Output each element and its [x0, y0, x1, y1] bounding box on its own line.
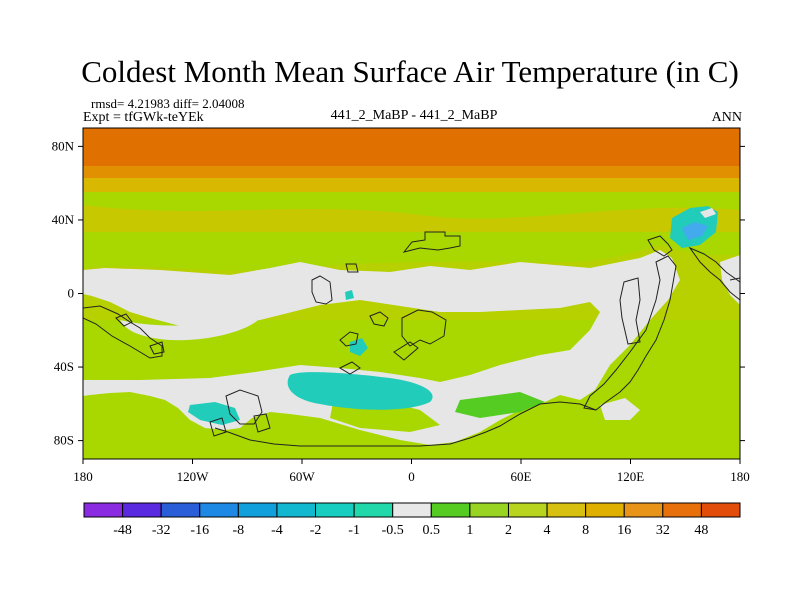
colorbar-swatch: [662, 502, 702, 518]
colorbar-label: -0.5: [382, 523, 404, 538]
landmass-outline-11: [619, 277, 641, 345]
landmass-outline-16: [225, 389, 263, 425]
landmass-outline-9: [647, 235, 673, 257]
colorbar-label: 16: [617, 523, 631, 538]
landmass-outline-10: [688, 246, 740, 301]
colorbar: -48 -32 -16 -8 -4 -2 -1 -0.5 0.5 1 2 4 8 16 32 48: [83, 502, 741, 538]
lat-label: 40N: [52, 212, 75, 227]
colorbar-label: 1: [466, 523, 473, 538]
colorbar-swatch: [546, 502, 587, 518]
midlat-band: [83, 205, 740, 232]
lon-label: 60E: [511, 469, 532, 484]
axis-ticks: 80N 40N 0 40S 80S 180 120W 60W 0 60E 120E 180: [52, 138, 750, 484]
colorbar-swatch: [623, 502, 664, 518]
cyan-dot: [345, 290, 354, 300]
landmass-outline-2: [311, 275, 333, 305]
lon-label: 0: [408, 469, 415, 484]
lon-label: 120W: [177, 469, 210, 484]
colorbar-swatch: [83, 502, 124, 518]
subpolar-band: [83, 166, 740, 178]
landmass-outline-6: [369, 311, 389, 327]
landmass-outline-13: [83, 305, 163, 359]
warm-band: [83, 178, 740, 192]
landmass-outline-14: [115, 313, 133, 327]
colorbar-label: -4: [271, 523, 283, 538]
landmass-outline-8: [338, 361, 361, 375]
colorbar-swatch: [585, 502, 625, 518]
colorbar-swatch: [199, 502, 239, 518]
colorbar-swatch: [315, 502, 355, 518]
green-island-5: [455, 392, 545, 418]
landmass-outline-antarctic: [214, 401, 597, 447]
landmass-outline-5: [339, 331, 359, 347]
colorbar-label: 2: [505, 523, 512, 538]
landmass-outline-15: [149, 341, 165, 355]
landmass-outline-4: [401, 309, 447, 347]
neutral-patch-southeast: [600, 398, 640, 420]
landmass-outline-12: [583, 255, 677, 411]
landmass-outline-19: [729, 277, 740, 281]
colorbar-swatch: [430, 502, 471, 518]
colorbar-swatch: [353, 502, 394, 518]
map-title: Coldest Month Mean Surface Air Temperatu…: [81, 54, 739, 89]
lat-label: 40S: [54, 359, 74, 374]
colorbar-label: 0.5: [423, 523, 441, 538]
colorbar-label: -32: [152, 523, 171, 538]
colorbar-label: 32: [656, 523, 670, 538]
landmass-outline-7: [393, 341, 419, 361]
landmass-outline-17: [209, 417, 227, 437]
lat-label: 80N: [52, 138, 75, 153]
colorbar-label: -1: [348, 523, 360, 538]
neutral-patch-1: [120, 318, 260, 341]
green-island-3: [455, 322, 575, 350]
lon-label: 180: [73, 469, 93, 484]
comparison-label: 441_2_MaBP - 441_2_MaBP: [330, 108, 498, 123]
colorbar-swatch: [392, 502, 432, 518]
colorbar-swatch: [160, 502, 201, 518]
colorbar-label: -48: [113, 523, 132, 538]
landmass-outline-1: [402, 231, 461, 253]
blue-patch-north: [682, 222, 708, 240]
colorbar-swatch: [469, 502, 509, 518]
map-field: [83, 128, 740, 459]
lon-label: 120E: [617, 469, 645, 484]
season-label: ANN: [711, 110, 742, 125]
colorbar-label: -8: [233, 523, 245, 538]
experiment-label: Expt = tfGWk-teYEk: [83, 110, 204, 125]
colorbar-label: -2: [310, 523, 322, 538]
cyan-patch-south: [188, 402, 240, 425]
colorbar-swatch: [700, 502, 741, 518]
polar-band: [83, 128, 740, 166]
lon-label: 60W: [289, 469, 315, 484]
neutral-patch-north: [700, 208, 716, 218]
lat-label: 80S: [54, 433, 74, 448]
stats-readout: rmsd= 4.21983 diff= 2.04008: [91, 96, 245, 111]
cyan-patch-small: [350, 338, 368, 356]
coastlines: [83, 231, 740, 447]
landmass-outline-3: [345, 263, 359, 273]
green-island-1: [175, 345, 262, 372]
colorbar-label: 8: [582, 523, 589, 538]
neutral-zone: [83, 250, 680, 445]
landmass-outline-18: [253, 413, 271, 433]
colorbar-label: -16: [190, 523, 209, 538]
colorbar-swatch: [276, 502, 317, 518]
cyan-patch-atlantic: [287, 372, 433, 410]
green-island-2: [300, 330, 435, 372]
colorbar-swatch: [122, 502, 162, 518]
colorbar-swatch: [507, 502, 548, 518]
colorbar-label: 48: [694, 523, 708, 538]
colorbar-swatch: [237, 502, 278, 518]
lat-label: 0: [68, 286, 75, 301]
lon-label: 180: [730, 469, 750, 484]
colorbar-label: 4: [544, 523, 551, 538]
